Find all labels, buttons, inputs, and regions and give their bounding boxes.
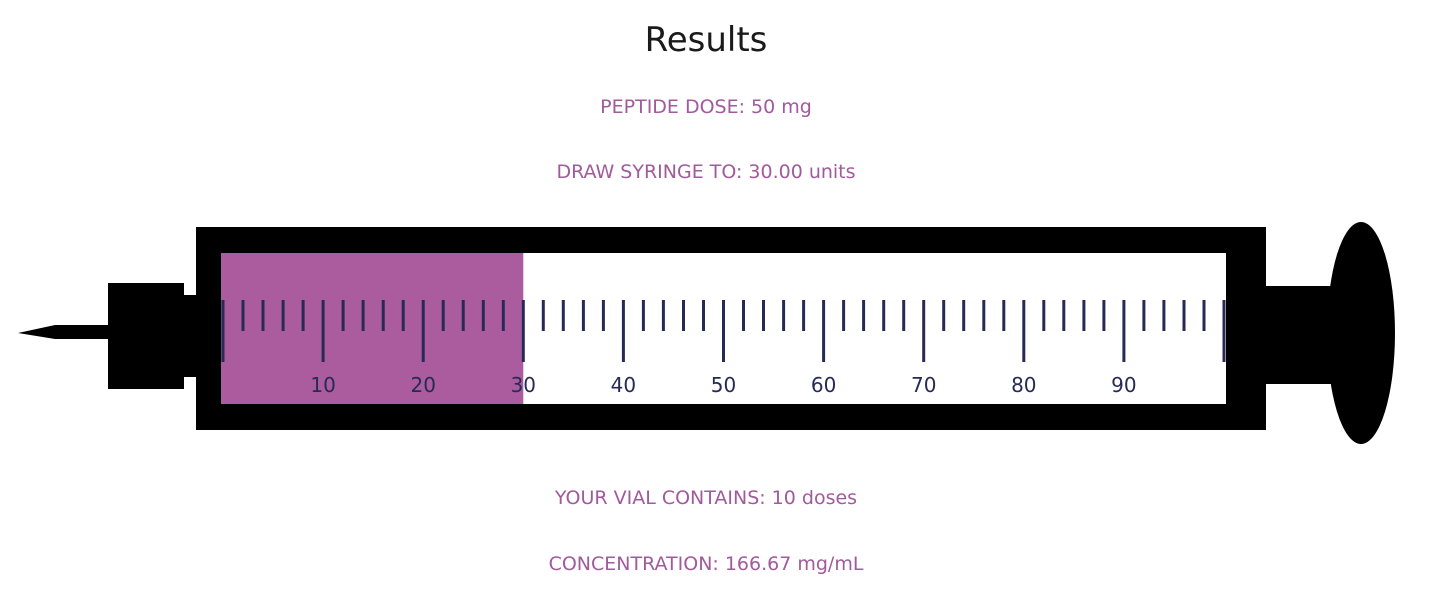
- draw-syringe-value: 30.00 units: [748, 161, 856, 183]
- syringe-diagram: 10 20 30 40 50 60 70 80 90: [18, 222, 1395, 444]
- draw-syringe-line: DRAW SYRINGE TO: 30.00 units: [0, 160, 1412, 184]
- scale-label: 60: [811, 373, 836, 397]
- needle-hub: [108, 283, 184, 389]
- peptide-dose-line: PEPTIDE DOSE: 50 mg: [0, 95, 1412, 119]
- scale-labels: 10 20 30 40 50 60 70 80 90: [310, 373, 1136, 397]
- vial-contains-label: YOUR VIAL CONTAINS:: [554, 487, 766, 509]
- scale-label: 40: [611, 373, 636, 397]
- scale-label: 50: [711, 373, 736, 397]
- scale-label: 10: [310, 373, 335, 397]
- plunger-rod: [1264, 286, 1334, 384]
- concentration-label: CONCENTRATION:: [548, 553, 719, 575]
- vial-contains-value: 10 doses: [771, 487, 858, 509]
- scale-label: 80: [1011, 373, 1036, 397]
- scale-ticks: [221, 300, 1226, 362]
- results-title: Results: [644, 20, 768, 60]
- vial-contains-line: YOUR VIAL CONTAINS: 10 doses: [0, 486, 1412, 510]
- plunger-thumb-rest: [1327, 222, 1395, 444]
- scale-label: 90: [1111, 373, 1136, 397]
- concentration-value: 166.67 mg/mL: [724, 553, 864, 575]
- syringe-fill: [221, 253, 524, 404]
- peptide-dose-value: 50 mg: [751, 96, 812, 118]
- peptide-dose-label: PEPTIDE DOSE:: [600, 96, 746, 118]
- needle: [18, 325, 110, 339]
- concentration-line: CONCENTRATION: 166.67 mg/mL: [0, 552, 1412, 576]
- scale-label: 30: [511, 373, 536, 397]
- draw-syringe-label: DRAW SYRINGE TO:: [556, 161, 743, 183]
- scale-label: 20: [410, 373, 435, 397]
- scale-label: 70: [911, 373, 936, 397]
